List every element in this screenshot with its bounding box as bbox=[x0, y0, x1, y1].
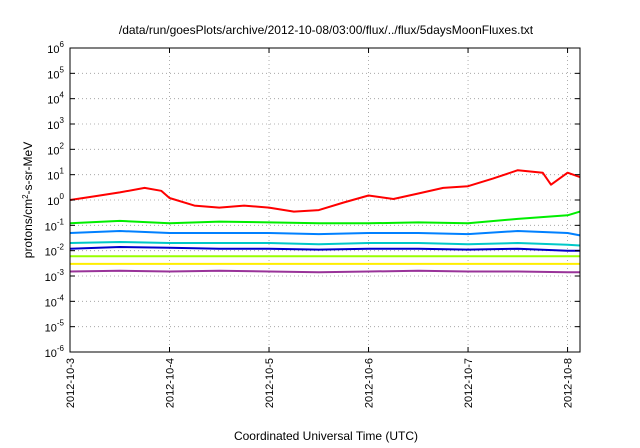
x-tick-label: 2012-10-6 bbox=[364, 358, 376, 408]
y-tick-label: 104 bbox=[47, 91, 64, 107]
x-tick-label: 2012-10-8 bbox=[563, 358, 575, 408]
series-line-3 bbox=[69, 230, 581, 237]
y-tick-label: 100 bbox=[47, 192, 64, 208]
y-axis-label: protons/cm2-s-sr-MeV bbox=[21, 142, 35, 258]
y-axis: 106 105 104 103 102 101 100 10-1 10-2 10-3 10-4 10-… bbox=[45, 40, 580, 360]
x-axis-label: Coordinated Universal Time (UTC) bbox=[234, 429, 418, 443]
y-tick-label: 103 bbox=[47, 116, 64, 132]
y-tick-label: 10-2 bbox=[45, 243, 65, 259]
x-tick-label: 2012-10-4 bbox=[165, 358, 177, 408]
grid bbox=[70, 48, 580, 352]
x-tick-label: 2012-10-5 bbox=[264, 358, 276, 408]
y-tick-label: 101 bbox=[47, 167, 64, 183]
series-line-2 bbox=[69, 210, 581, 225]
x-tick-label: 2012-10-3 bbox=[65, 358, 77, 408]
y-tick-label: 10-4 bbox=[45, 293, 65, 309]
series-line-4 bbox=[69, 241, 581, 247]
y-tick-label: 102 bbox=[47, 141, 64, 157]
x-axis: 2012-10-3 2012-10-4 2012-10-5 2012-10-6 2012… bbox=[65, 48, 575, 408]
chart-title: /data/run/goesPlots/archive/2012-10-08/0… bbox=[119, 23, 534, 37]
y-tick-label: 105 bbox=[47, 65, 64, 81]
y-axis-label-main: protons/cm bbox=[21, 199, 35, 258]
y-tick-label: 10-1 bbox=[45, 217, 65, 233]
series-line-8 bbox=[69, 269, 580, 274]
x-tick-label: 2012-10-7 bbox=[463, 358, 475, 408]
y-tick-label: 106 bbox=[47, 40, 64, 56]
series-line-5 bbox=[69, 246, 580, 252]
series-group bbox=[69, 169, 581, 274]
y-tick-label: 10-5 bbox=[45, 319, 65, 335]
y-axis-label-exp: 2 bbox=[21, 194, 30, 199]
y-axis-label-rest: -s-sr-MeV bbox=[21, 142, 35, 195]
y-tick-label: 10-6 bbox=[45, 344, 65, 360]
y-tick-label: 10-3 bbox=[45, 268, 65, 284]
series-line-1 bbox=[69, 169, 581, 213]
